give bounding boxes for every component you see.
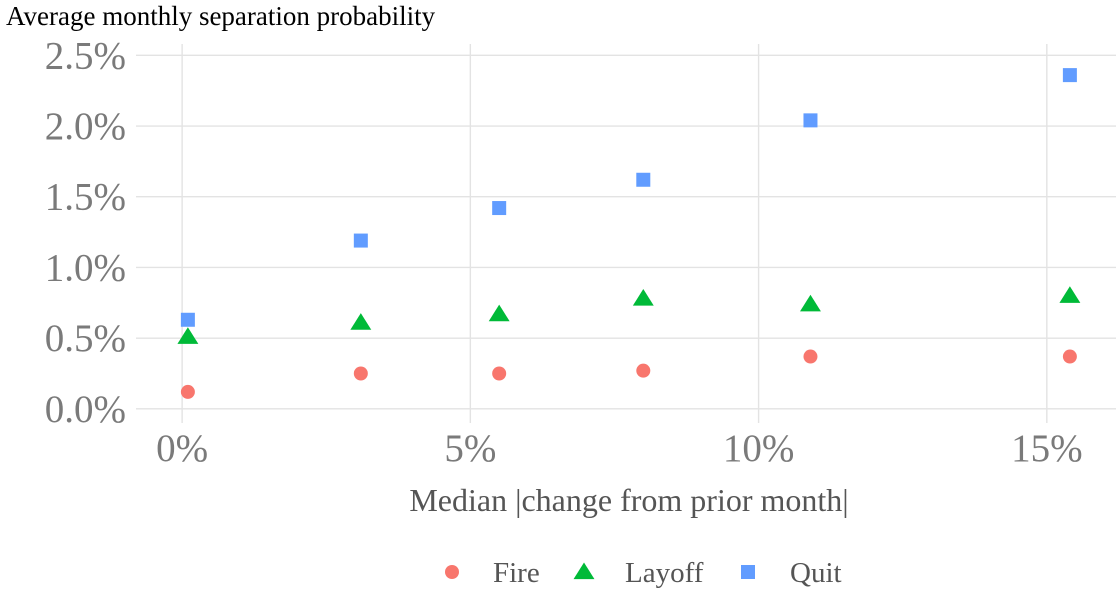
y-tick-label: 2.5% <box>45 34 126 77</box>
point-layoff <box>177 327 199 344</box>
legend-marker-quit <box>741 565 755 579</box>
point-layoff <box>1059 286 1081 303</box>
point-quit <box>1062 68 1077 83</box>
y-tick-label: 0.0% <box>45 388 126 431</box>
legend-marker-fire <box>445 565 459 579</box>
legend: Fire Layoff Quit <box>445 557 842 589</box>
x-axis: 0% 5% 10% 15% <box>156 427 1082 470</box>
legend-marker-layoff <box>573 562 595 580</box>
point-fire <box>492 366 507 381</box>
chart-title: Average monthly separation probability <box>6 1 436 31</box>
point-quit <box>180 312 195 327</box>
point-fire <box>636 363 651 378</box>
point-quit <box>636 172 651 187</box>
y-axis: 0.0% 0.5% 1.0% 1.5% 2.0% 2.5% <box>45 34 126 431</box>
point-layoff <box>632 289 654 306</box>
y-tick-label: 0.5% <box>45 317 126 360</box>
x-tick-label: 10% <box>723 427 795 470</box>
data-points <box>177 68 1081 399</box>
legend-label-fire: Fire <box>493 557 540 589</box>
grid <box>136 44 1116 423</box>
y-tick-label: 1.0% <box>45 246 126 289</box>
point-fire <box>180 384 195 399</box>
legend-label-layoff: Layoff <box>625 557 704 589</box>
point-quit <box>492 201 507 216</box>
point-quit <box>803 113 818 128</box>
point-fire <box>1062 349 1077 364</box>
x-axis-label: Median |change from prior month| <box>409 482 848 518</box>
point-quit <box>353 233 368 248</box>
point-layoff <box>800 294 821 312</box>
y-tick-label: 2.0% <box>45 105 126 148</box>
legend-label-quit: Quit <box>790 557 842 589</box>
point-layoff <box>488 304 510 322</box>
y-tick-label: 1.5% <box>45 176 126 219</box>
x-tick-label: 15% <box>1011 427 1083 470</box>
point-fire <box>353 366 368 381</box>
point-fire <box>803 349 818 364</box>
point-layoff <box>350 313 372 330</box>
x-tick-label: 5% <box>444 427 496 470</box>
x-tick-label: 0% <box>156 427 208 470</box>
